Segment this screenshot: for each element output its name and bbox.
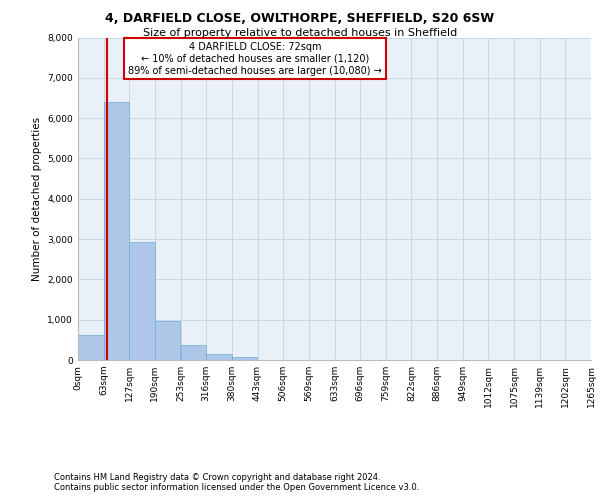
Bar	[104, 102, 129, 360]
Bar	[78, 335, 104, 360]
Bar	[181, 345, 206, 360]
Bar	[232, 358, 257, 360]
Text: 4 DARFIELD CLOSE: 72sqm
← 10% of detached houses are smaller (1,120)
89% of semi: 4 DARFIELD CLOSE: 72sqm ← 10% of detache…	[128, 42, 382, 76]
Bar	[155, 321, 181, 360]
Text: 4, DARFIELD CLOSE, OWLTHORPE, SHEFFIELD, S20 6SW: 4, DARFIELD CLOSE, OWLTHORPE, SHEFFIELD,…	[106, 12, 494, 26]
Text: Contains HM Land Registry data © Crown copyright and database right 2024.: Contains HM Land Registry data © Crown c…	[54, 472, 380, 482]
Bar	[206, 354, 232, 360]
Bar	[130, 242, 155, 360]
Text: Contains public sector information licensed under the Open Government Licence v3: Contains public sector information licen…	[54, 482, 419, 492]
Text: Size of property relative to detached houses in Sheffield: Size of property relative to detached ho…	[143, 28, 457, 38]
Y-axis label: Number of detached properties: Number of detached properties	[32, 116, 42, 281]
